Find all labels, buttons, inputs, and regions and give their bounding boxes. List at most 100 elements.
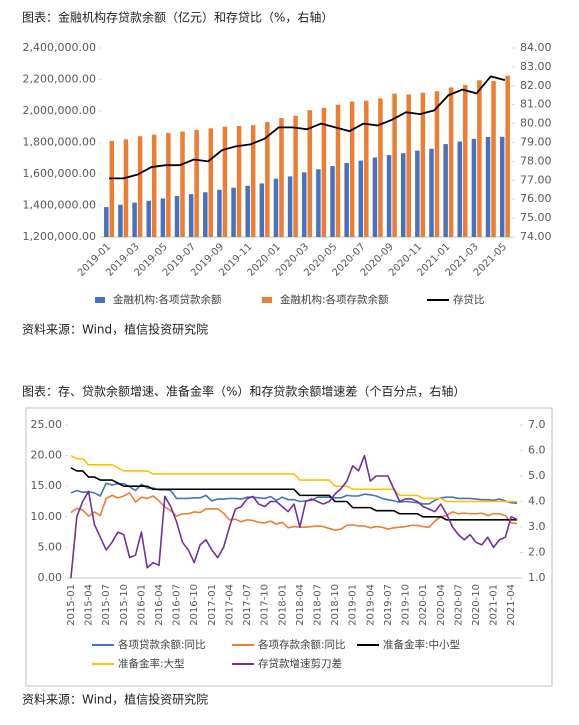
y-tick-label: 10.00 <box>31 510 63 523</box>
chart-frame <box>25 407 553 687</box>
x-tick-label: 2019-04 <box>365 584 376 626</box>
line-series <box>70 454 518 503</box>
y2-tick-label: 4.0 <box>528 495 546 508</box>
x-tick-label: 2021-01 <box>489 584 500 626</box>
bar <box>477 80 482 237</box>
y2-tick-label: 1.0 <box>528 571 546 584</box>
x-tick-label: 2017-07 <box>242 584 253 626</box>
bar <box>118 204 123 237</box>
legend-label: 金融机构:各项存款余额 <box>280 293 389 306</box>
x-tick-label: 2017-04 <box>224 584 235 626</box>
bar <box>471 138 477 237</box>
source-note: 资料来源：Wind，植信投资研究院 <box>22 692 208 707</box>
y-tick-label: 2,000,000.00 <box>23 104 96 117</box>
x-tick-label: 2016-10 <box>189 584 200 626</box>
x-tick-label: 2019-10 <box>401 584 412 626</box>
line-series <box>70 492 518 532</box>
bar <box>429 148 434 237</box>
bar <box>137 136 143 237</box>
legend-label: 金融机构:各项贷款余额 <box>113 293 222 306</box>
x-tick-label: 2018-01 <box>277 584 288 626</box>
y2-tick-label: 7.0 <box>528 418 546 431</box>
y2-tick-label: 81.00 <box>520 98 552 111</box>
bar <box>245 185 250 237</box>
bar <box>250 125 256 237</box>
bar <box>287 176 293 237</box>
bar <box>344 162 349 237</box>
y2-tick-label: 78.00 <box>520 154 552 167</box>
bar <box>265 122 270 237</box>
bar <box>222 126 228 237</box>
y2-tick-label: 74.00 <box>520 230 552 243</box>
y2-tick-label: 2.0 <box>528 546 546 559</box>
line-series <box>70 467 518 521</box>
bar <box>203 192 208 237</box>
bar <box>208 128 214 237</box>
x-tick-label: 2020-01 <box>418 584 429 626</box>
y2-tick-label: 82.00 <box>520 79 552 92</box>
bar <box>293 115 298 237</box>
bar <box>236 125 242 237</box>
x-tick-label: 2017-01 <box>207 584 218 626</box>
bar <box>392 93 397 237</box>
y2-tick-label: 84.00 <box>520 41 552 54</box>
bar <box>279 118 284 237</box>
bar <box>378 98 383 238</box>
y-tick-label: 25.00 <box>31 418 63 431</box>
x-tick-label: 2021-04 <box>506 584 517 626</box>
bar <box>358 160 364 237</box>
bar <box>104 207 109 237</box>
y-tick-label: 15.00 <box>31 479 63 492</box>
bar <box>188 194 194 237</box>
source-note: 资料来源：Wind，植信投资研究院 <box>22 322 208 337</box>
legend-label: 准备金率:大型 <box>118 657 185 670</box>
x-tick-label: 2016-04 <box>154 584 165 626</box>
legend-label: 各项贷款余额:同比 <box>118 638 206 651</box>
bar <box>448 87 454 237</box>
bar <box>463 85 468 237</box>
y-tick-label: 1,800,000.00 <box>23 136 96 149</box>
legend-label: 准备金率:中小型 <box>383 638 460 651</box>
y2-tick-label: 79.00 <box>520 136 552 149</box>
bar <box>132 202 137 237</box>
y2-tick-label: 77.00 <box>520 173 552 186</box>
legend-label: 存贷比 <box>453 293 485 306</box>
bar <box>330 166 335 237</box>
bar <box>434 91 440 237</box>
x-tick-label: 2015-04 <box>84 584 95 626</box>
line-series <box>109 75 506 180</box>
bar <box>194 129 199 237</box>
bar <box>491 81 496 237</box>
x-tick-label: 2018-10 <box>330 584 341 626</box>
bar <box>231 187 236 237</box>
bar <box>415 150 420 237</box>
legend-swatch <box>262 297 272 303</box>
x-tick-label: 2018-07 <box>312 584 323 626</box>
legend-label: 存贷款增速剪刀差 <box>258 657 342 670</box>
bar <box>174 196 180 237</box>
y-tick-label: 20.00 <box>31 449 63 462</box>
bar <box>151 134 157 237</box>
y-tick-label: 2,400,000.00 <box>23 41 96 54</box>
y2-tick-label: 6.0 <box>528 444 546 457</box>
y2-tick-label: 3.0 <box>528 520 546 533</box>
x-tick-label: 2017-10 <box>260 584 271 626</box>
bar <box>386 155 392 237</box>
x-tick-label: 2015-10 <box>119 584 130 626</box>
y2-tick-label: 80.00 <box>520 117 552 130</box>
y-tick-label: 1,200,000.00 <box>23 230 96 243</box>
line-series <box>70 454 518 579</box>
y2-tick-label: 5.0 <box>528 469 546 482</box>
legend-swatch <box>95 297 105 303</box>
bar <box>217 189 222 237</box>
bar <box>485 136 491 237</box>
bar <box>316 169 321 237</box>
x-tick-label: 2018-04 <box>295 584 306 626</box>
bar <box>349 101 355 237</box>
bar <box>123 139 129 237</box>
bar <box>420 92 426 237</box>
bar <box>109 140 115 237</box>
bar <box>372 157 378 237</box>
legend-label: 各项存款余额:同比 <box>258 638 346 651</box>
